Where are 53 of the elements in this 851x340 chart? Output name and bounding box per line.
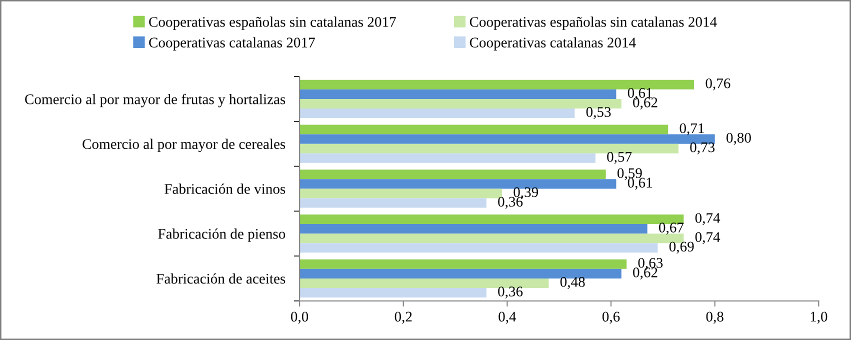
data-label: 0,57	[607, 152, 632, 164]
data-label: 0,74	[695, 232, 720, 244]
x-tick-label: 0,6	[602, 312, 620, 324]
bar	[300, 268, 622, 278]
data-label: 0,62	[633, 268, 658, 280]
data-label: 0,62	[633, 98, 658, 110]
data-label: 0,63	[638, 258, 663, 270]
bar	[300, 288, 486, 298]
data-label: 0,36	[498, 286, 523, 299]
data-label: 0,61	[628, 88, 652, 100]
bar	[300, 144, 678, 154]
bar	[300, 214, 684, 224]
bar	[300, 234, 684, 244]
bar	[300, 170, 606, 180]
bar	[300, 108, 575, 118]
y-tick-label: Fabricación de aceites	[156, 273, 286, 284]
bar	[300, 278, 549, 288]
bar	[300, 243, 658, 253]
y-tick-label: Comercio al por mayor de frutas y hortalizas	[25, 94, 286, 108]
data-label: 0,80	[726, 132, 751, 145]
bar	[300, 134, 715, 144]
legend-label: Cooperativas catalanas 2017	[149, 37, 315, 50]
data-label: 0,74	[695, 213, 720, 226]
bar	[300, 259, 627, 269]
y-tick-label: Comercio al por mayor de cereales	[82, 138, 286, 152]
legend-label: Cooperativas españolas sin catalanas 2014	[470, 16, 717, 30]
data-label: 0,73	[690, 142, 715, 154]
x-tick-label: 0,8	[706, 312, 724, 324]
x-tick-label: 0,4	[498, 312, 516, 324]
data-label: 0,67	[659, 222, 684, 235]
bar	[300, 188, 502, 198]
bar	[300, 98, 622, 108]
bar	[300, 89, 616, 99]
bar	[300, 198, 486, 208]
data-label: 0,53	[586, 107, 611, 119]
y-tick-label: Fabricación de pienso	[158, 228, 286, 242]
data-label: 0,76	[706, 78, 730, 90]
bar	[300, 124, 668, 134]
data-label: 0,71	[680, 123, 704, 136]
x-tick-label: 0,2	[394, 312, 412, 324]
bar	[300, 80, 694, 90]
data-label: 0,61	[628, 178, 652, 190]
bar	[300, 153, 596, 163]
x-tick-label: 1,0	[810, 312, 828, 324]
legend-label: Cooperativas españolas sin catalanas 2017	[149, 16, 396, 30]
bar	[300, 179, 616, 189]
y-tick-label: Fabricación de vinos	[164, 184, 286, 194]
bar	[300, 224, 648, 234]
data-label: 0,69	[669, 242, 694, 254]
data-label: 0,48	[560, 277, 585, 289]
x-tick-label: 0,0	[290, 312, 308, 324]
data-label: 0,59	[617, 168, 642, 180]
legend-label: Cooperativas catalanas 2014	[470, 37, 636, 50]
